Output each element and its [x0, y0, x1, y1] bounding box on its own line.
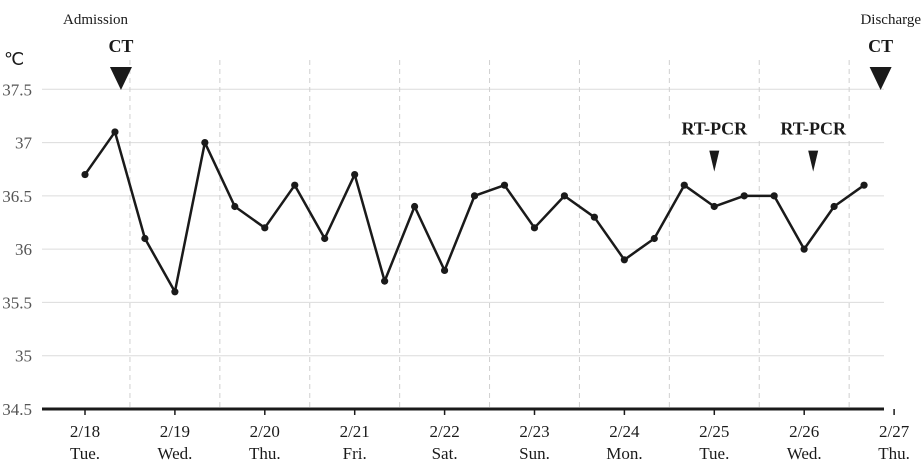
x-tick-date: 2/25 — [699, 422, 729, 441]
x-tick-weekday: Thu. — [249, 444, 281, 463]
x-tick-date: 2/26 — [789, 422, 819, 441]
temperature-point — [141, 234, 149, 243]
temperature-point — [740, 192, 748, 200]
discharge-label: Discharge — [860, 12, 921, 28]
temperature-point — [770, 192, 778, 200]
x-tick-weekday: Wed. — [157, 444, 192, 463]
temperature-point — [530, 224, 539, 232]
y-tick-label: 34.5 — [2, 400, 32, 419]
rt-pcr-annotation-label: RT-PCR — [780, 119, 847, 139]
annotation-label-backdrop — [659, 118, 770, 141]
y-tick-label: 36 — [15, 240, 32, 259]
temperature-point — [201, 138, 209, 147]
y-tick-label: 35 — [15, 347, 32, 366]
ct-marker-triangle — [869, 67, 892, 90]
temperature-point — [411, 202, 419, 211]
x-tick-date: 2/27 — [879, 422, 910, 441]
annotation-label-backdrop — [758, 118, 869, 141]
rt-pcr-annotation-label: RT-PCR — [681, 119, 748, 139]
temperature-point — [171, 288, 179, 296]
temperature-point — [860, 181, 868, 189]
x-tick-weekday: Sat. — [432, 444, 458, 463]
temperature-point — [261, 224, 269, 232]
x-tick-date: 2/20 — [250, 422, 280, 441]
x-tick-weekday: Fri. — [343, 444, 367, 463]
temperature-point — [231, 202, 239, 211]
y-tick-label: 37.5 — [2, 80, 32, 99]
y-unit-label: ℃ — [4, 49, 24, 69]
x-tick-date: 2/23 — [519, 422, 549, 441]
x-tick-date: 2/18 — [70, 422, 100, 441]
x-tick-date: 2/21 — [340, 422, 370, 441]
x-tick-weekday: Thu. — [878, 444, 910, 463]
x-tick-weekday: Tue. — [70, 444, 100, 463]
temperature-point — [321, 234, 329, 243]
temperature-line — [83, 130, 865, 294]
rt-pcr-marker-triangle — [709, 150, 720, 172]
temperature-point — [800, 245, 808, 253]
admission-label: Admission — [63, 12, 129, 28]
x-tick-date: 2/19 — [160, 422, 190, 441]
temperature-point — [381, 277, 389, 285]
temperature-point — [830, 202, 838, 211]
temperature-point — [710, 202, 718, 211]
temperature-point — [351, 170, 359, 179]
y-tick-label: 36.5 — [2, 187, 32, 206]
ct-annotation-label: CT — [868, 36, 893, 56]
y-tick-label: 37 — [15, 134, 33, 153]
x-tick-weekday: Wed. — [787, 444, 822, 463]
x-tick-date: 2/24 — [609, 422, 640, 441]
temperature-point — [560, 192, 569, 200]
temperature-point — [111, 128, 119, 136]
x-tick-weekday: Sun. — [519, 444, 550, 463]
temperature-point — [590, 213, 598, 221]
temperature-point — [650, 234, 658, 243]
temperature-point — [291, 181, 299, 189]
rt-pcr-marker-triangle — [808, 150, 819, 172]
temperature-point — [500, 181, 509, 189]
temperature-point — [470, 192, 479, 200]
temperature-point — [81, 170, 89, 179]
ct-annotation-label: CT — [108, 36, 133, 56]
y-tick-label: 35.5 — [2, 293, 32, 312]
x-tick-weekday: Mon. — [606, 444, 642, 463]
temperature-point — [440, 266, 449, 275]
temperature-point — [680, 181, 688, 189]
temperature-point — [620, 256, 628, 264]
ct-marker-triangle — [109, 67, 132, 90]
x-tick-weekday: Tue. — [699, 444, 729, 463]
x-tick-date: 2/22 — [429, 422, 459, 441]
